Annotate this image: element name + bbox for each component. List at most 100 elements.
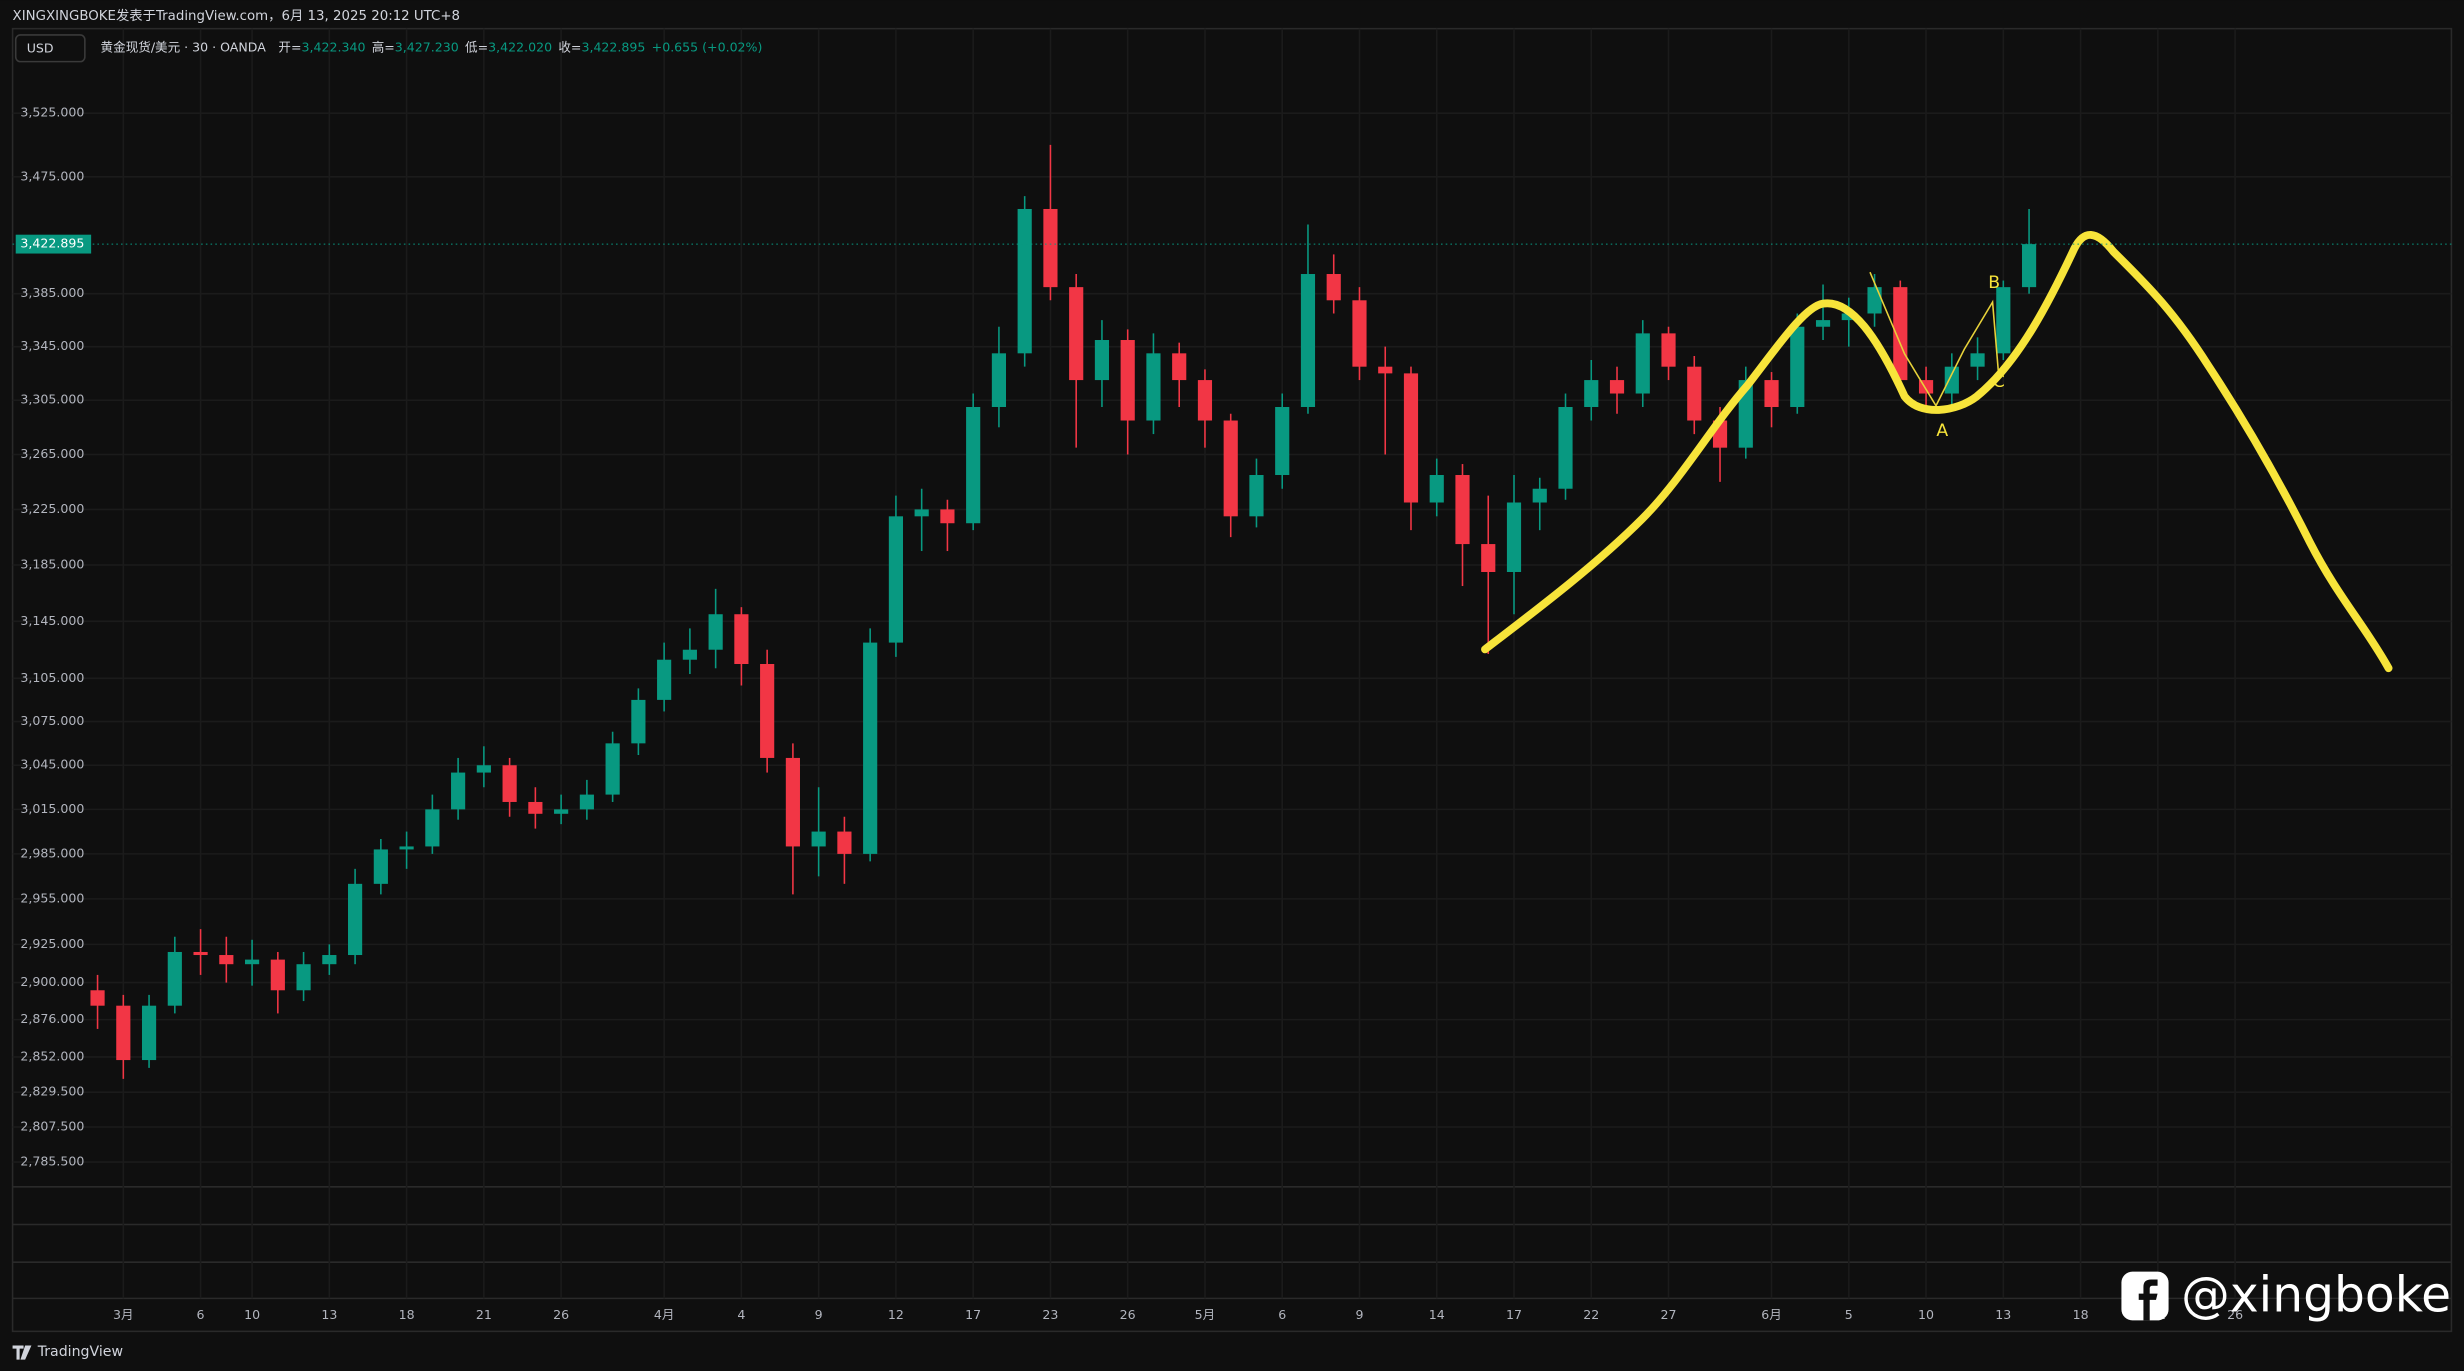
legend-label: 低= — [465, 39, 488, 54]
candle-body — [1300, 274, 1316, 407]
labels: 3,525.000 3,475.000 3,385.000 3,345.000 3,30… — [12, 105, 2452, 1322]
candle-body — [1996, 287, 2011, 354]
candle-body — [270, 959, 285, 991]
x-tick-label: 26 — [1120, 1307, 1136, 1322]
candle-body — [657, 659, 672, 700]
candle-body — [1249, 475, 1264, 517]
candle-body — [399, 846, 414, 850]
candle-body — [682, 649, 697, 660]
candle-body — [116, 1005, 131, 1061]
x-tick-label: 4月 — [654, 1307, 675, 1322]
wave-label: A — [1936, 421, 1948, 441]
candle-body — [1609, 380, 1625, 394]
y-tick-label: 3,225.000 — [20, 501, 84, 516]
brand-logo — [12, 1345, 32, 1360]
candle-body — [141, 1005, 157, 1061]
candle-body — [888, 516, 903, 643]
candle-body — [244, 959, 260, 965]
x-tick-label: 10 — [1918, 1307, 1934, 1322]
candle-body — [631, 699, 646, 744]
x-tick-label: 12 — [888, 1307, 904, 1322]
candle-body — [90, 990, 105, 1006]
candle-body — [811, 831, 826, 847]
watermark-icon-glyph — [2138, 1279, 2158, 1321]
candle-body — [1043, 208, 1058, 288]
symbol: 黄金现货/美元 · 30 · OANDA — [101, 39, 267, 54]
candle-body — [1944, 366, 1959, 394]
x-tick-label: 3月 — [113, 1307, 134, 1322]
candle-body — [914, 509, 929, 517]
candle-body — [1429, 475, 1444, 503]
legend-label: 高= — [372, 39, 395, 54]
candle-body — [991, 353, 1007, 407]
candle-body — [1069, 287, 1084, 381]
candle-body — [1172, 353, 1187, 381]
currency-box[interactable] — [14, 34, 86, 63]
y-tick-label: 3,045.000 — [20, 757, 84, 772]
y-tick-label: 3,265.000 — [20, 446, 84, 461]
candle-body — [1120, 340, 1135, 421]
wave-label: B — [1988, 273, 2000, 293]
candle-body — [502, 765, 517, 802]
watermark: @xingboke — [2121, 1267, 2451, 1323]
frame — [11, 27, 2453, 1333]
candle-body — [1687, 366, 1702, 421]
x-tick-label: 6月 — [1761, 1307, 1782, 1322]
x-tick-label: 5月 — [1195, 1307, 1216, 1322]
candle-body — [1197, 380, 1213, 421]
candle-body — [296, 964, 311, 991]
candle-body — [1764, 380, 1779, 407]
x-tick-label: 17 — [1506, 1307, 1522, 1322]
candle-body — [1532, 488, 1547, 503]
x-tick-label: 9 — [1355, 1307, 1363, 1322]
legend: 黄金现货/美元 · 30 · OANDA 开=3,422.340 高=3,427.2… — [101, 39, 763, 54]
publisher: XINGXINGBOKE发表于TradingView.com，6月 13, 20… — [13, 8, 460, 24]
x-tick-label: 26 — [553, 1307, 569, 1322]
candle-body — [1403, 373, 1419, 503]
candle-body — [476, 765, 491, 773]
candle-body — [1094, 340, 1110, 381]
candle-body — [528, 801, 543, 814]
watermark-text: @xingboke — [2181, 1267, 2451, 1323]
candle-body — [1661, 333, 1676, 367]
forecast-drawing — [1481, 231, 2393, 673]
y-tick-label: 2,785.500 — [20, 1154, 84, 1169]
candle-body — [348, 883, 363, 956]
legend-value: 3,422.340 — [302, 39, 366, 54]
x-tick-label: 23 — [1042, 1307, 1058, 1322]
wave-label: C — [1993, 372, 2005, 392]
candle-body — [219, 955, 234, 965]
candle-body — [579, 794, 594, 810]
candle-body — [1017, 208, 1032, 354]
candle-body — [373, 849, 388, 884]
x-tick-label: 6 — [1278, 1307, 1286, 1322]
legend-value: 3,422.895 — [581, 39, 645, 54]
currency[interactable]: USD — [27, 41, 54, 56]
legend-change: +0.655 (+0.02%) — [652, 39, 763, 54]
legend-value: 3,422.020 — [488, 39, 552, 54]
y-tick-label: 3,145.000 — [20, 613, 84, 628]
y-tick-label: 2,925.000 — [20, 936, 84, 951]
candle-body — [785, 757, 800, 847]
grid — [12, 28, 2452, 1299]
x-tick-label: 22 — [1583, 1307, 1599, 1322]
x-tick-label: 6 — [197, 1307, 205, 1322]
candle-body — [1893, 287, 1908, 381]
y-tick-label: 3,185.000 — [20, 557, 84, 572]
y-tick-label: 2,955.000 — [20, 890, 84, 905]
candle-body — [193, 951, 208, 956]
forecast-curve — [1481, 231, 2393, 673]
candle-body — [1970, 353, 1985, 367]
legend-label: 收= — [558, 39, 581, 54]
candle-body — [863, 642, 878, 854]
x-tick-label: 13 — [321, 1307, 337, 1322]
candle-body — [708, 614, 723, 650]
candle-body — [1815, 320, 1831, 327]
candle-body — [1558, 406, 1573, 489]
candle-body — [1455, 475, 1470, 545]
x-tick-label: 14 — [1429, 1307, 1445, 1322]
candle-body — [1326, 274, 1341, 301]
candle-body — [1378, 366, 1393, 374]
x-tick-label: 18 — [399, 1307, 415, 1322]
